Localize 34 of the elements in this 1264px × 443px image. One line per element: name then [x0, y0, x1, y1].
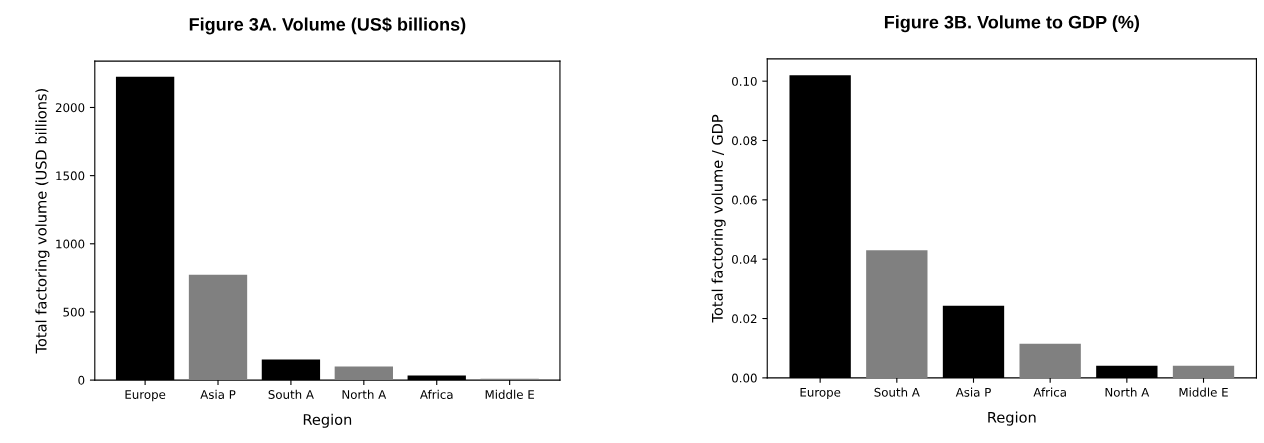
y-tick-label: 0.08 — [732, 136, 757, 146]
bar — [334, 366, 393, 381]
bar — [866, 250, 928, 378]
y-tick-label: 0 — [78, 375, 85, 385]
x-tick-label: South A — [874, 387, 920, 397]
chart-title: Figure 3B. Volume to GDP (%) — [884, 15, 1140, 33]
x-tick-label: Middle E — [485, 389, 534, 399]
bar — [1019, 343, 1081, 378]
x-tick-label: Middle E — [1179, 387, 1228, 397]
x-tick-label: Europe — [125, 390, 166, 402]
x-tick-label: Europe — [800, 387, 841, 400]
y-tick-label: 1500 — [56, 171, 85, 181]
x-tick-label: South A — [268, 389, 314, 399]
x-tick-label: North A — [1105, 387, 1150, 397]
y-axis-title: Total factoring volume (USD billions) — [35, 89, 50, 354]
x-tick-label: Africa — [1033, 387, 1066, 397]
y-tick-label: 0.00 — [732, 373, 757, 383]
x-tick-label: Asia P — [200, 389, 236, 399]
chart-title: Figure 3A. Volume (US$ billions) — [189, 17, 466, 35]
y-tick-label: 0.02 — [732, 314, 757, 324]
y-tick-label: 0.06 — [732, 195, 757, 205]
x-tick-label: North A — [342, 389, 387, 399]
x-axis-title: Region — [988, 411, 1036, 426]
x-tick-label: Asia P — [955, 387, 991, 397]
y-tick-label: 2000 — [55, 103, 85, 113]
y-tick-label: 0.10 — [732, 76, 757, 86]
x-tick-label: Africa — [420, 389, 453, 399]
bar — [1172, 365, 1235, 378]
y-tick-label: 1000 — [56, 239, 85, 249]
y-tick-label: 0.04 — [732, 254, 757, 264]
y-axis-title: Total factoring volume / GDP — [711, 114, 726, 323]
x-axis-title: Region — [303, 413, 352, 428]
y-tick-label: 500 — [63, 307, 85, 317]
bar — [188, 274, 248, 381]
